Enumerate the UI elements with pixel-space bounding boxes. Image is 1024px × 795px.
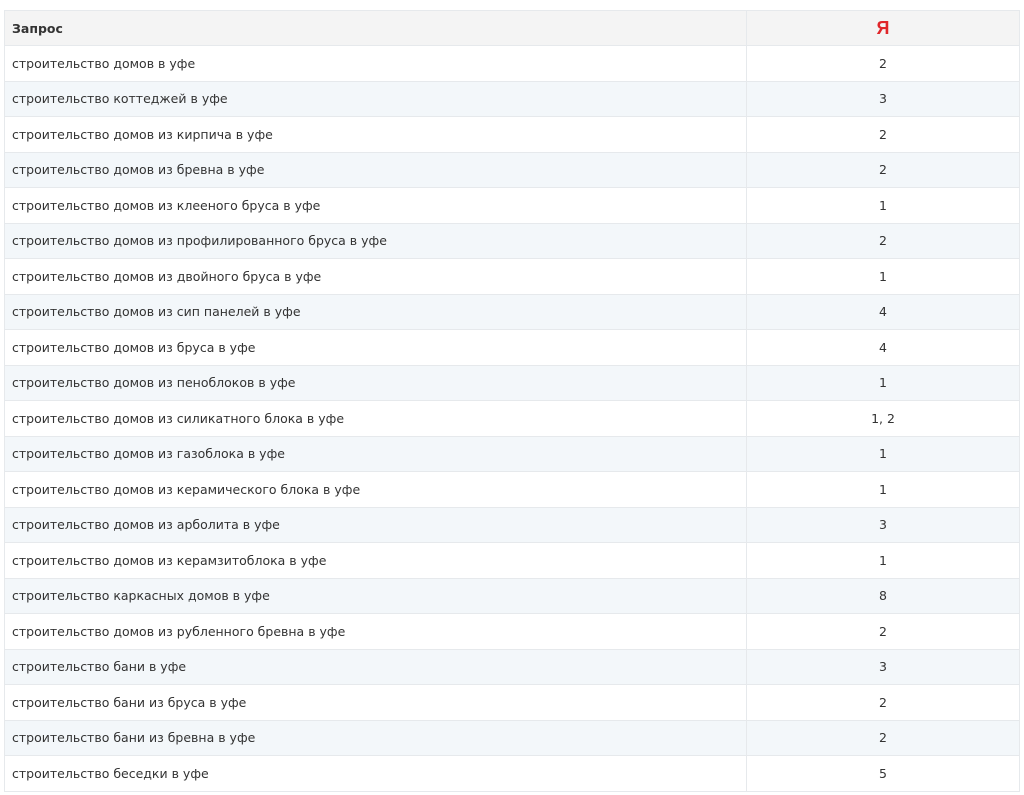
query-cell: строительство бани из бруса в уфе xyxy=(4,684,747,721)
table-row: строительство беседки в уфе 5 xyxy=(4,755,1020,792)
table-row: строительство домов из кирпича в уфе 2 xyxy=(4,116,1020,153)
query-cell: строительство каркасных домов в уфе xyxy=(4,577,747,614)
yandex-position-cell: 2 xyxy=(746,222,1020,259)
table-row: строительство домов из пеноблоков в уфе 1 xyxy=(4,364,1020,401)
query-cell: строительство домов из профилированного … xyxy=(4,222,747,259)
query-cell: строительство домов из сип панелей в уфе xyxy=(4,293,747,330)
yandex-position-cell: 1 xyxy=(746,435,1020,472)
yandex-position-cell: 8 xyxy=(746,577,1020,614)
table-row: строительство домов из керамического бло… xyxy=(4,471,1020,508)
table-row: строительство домов из газоблока в уфе 1 xyxy=(4,435,1020,472)
table-row: строительство домов из рубленного бревна… xyxy=(4,613,1020,650)
query-cell: строительство домов из клееного бруса в … xyxy=(4,187,747,224)
yandex-position-cell: 2 xyxy=(746,684,1020,721)
table-row: строительство домов из сип панелей в уфе… xyxy=(4,293,1020,330)
yandex-position-cell: 1 xyxy=(746,364,1020,401)
yandex-position-cell: 2 xyxy=(746,45,1020,82)
table-row: строительство домов в уфе 2 xyxy=(4,45,1020,82)
table-row: строительство коттеджей в уфе 3 xyxy=(4,80,1020,117)
query-cell: строительство домов из кирпича в уфе xyxy=(4,116,747,153)
table-row: строительство каркасных домов в уфе 8 xyxy=(4,577,1020,614)
query-cell: строительство домов из пеноблоков в уфе xyxy=(4,364,747,401)
query-cell: строительство домов из керамзитоблока в … xyxy=(4,542,747,579)
yandex-position-cell: 1 xyxy=(746,187,1020,224)
table-row: строительство домов из арболита в уфе 3 xyxy=(4,506,1020,543)
query-cell: строительство бани из бревна в уфе xyxy=(4,719,747,756)
table-row: строительство бани из бревна в уфе 2 xyxy=(4,719,1020,756)
query-cell: строительство бани в уфе xyxy=(4,648,747,685)
query-cell: строительство домов в уфе xyxy=(4,45,747,82)
yandex-position-cell: 2 xyxy=(746,719,1020,756)
yandex-position-cell: 5 xyxy=(746,755,1020,792)
yandex-position-cell: 2 xyxy=(746,613,1020,650)
query-cell: строительство домов из керамического бло… xyxy=(4,471,747,508)
yandex-position-cell: 2 xyxy=(746,116,1020,153)
query-cell: строительство домов из силикатного блока… xyxy=(4,400,747,437)
queries-table: Запрос Я строительство домов в уфе 2 строи… xyxy=(4,10,1020,792)
table-row: строительство бани из бруса в уфе 2 xyxy=(4,684,1020,721)
query-cell: строительство беседки в уфе xyxy=(4,755,747,792)
yandex-position-cell: 1 xyxy=(746,542,1020,579)
table-row: строительство домов из силикатного блока… xyxy=(4,400,1020,437)
column-header-yandex[interactable]: Я xyxy=(746,10,1020,46)
query-cell: строительство домов из рубленного бревна… xyxy=(4,613,747,650)
query-cell: строительство домов из газоблока в уфе xyxy=(4,435,747,472)
table-row: строительство домов из двойного бруса в … xyxy=(4,258,1020,295)
query-cell: строительство домов из двойного бруса в … xyxy=(4,258,747,295)
query-cell: строительство домов из бруса в уфе xyxy=(4,329,747,366)
yandex-position-cell: 1, 2 xyxy=(746,400,1020,437)
yandex-position-cell: 1 xyxy=(746,258,1020,295)
table-row: строительство домов из керамзитоблока в … xyxy=(4,542,1020,579)
yandex-position-cell: 4 xyxy=(746,329,1020,366)
table-row: строительство домов из профилированного … xyxy=(4,222,1020,259)
query-cell: строительство домов из бревна в уфе xyxy=(4,151,747,188)
yandex-position-cell: 4 xyxy=(746,293,1020,330)
table-row: строительство домов из бревна в уфе 2 xyxy=(4,151,1020,188)
table-header-row: Запрос Я xyxy=(4,10,1020,46)
yandex-position-cell: 1 xyxy=(746,471,1020,508)
page-edge xyxy=(1020,0,1024,795)
yandex-position-cell: 3 xyxy=(746,506,1020,543)
query-cell: строительство домов из арболита в уфе xyxy=(4,506,747,543)
column-header-query[interactable]: Запрос xyxy=(4,10,747,46)
table-row: строительство бани в уфе 3 xyxy=(4,648,1020,685)
query-cell: строительство коттеджей в уфе xyxy=(4,80,747,117)
table-row: строительство домов из клееного бруса в … xyxy=(4,187,1020,224)
yandex-position-cell: 2 xyxy=(746,151,1020,188)
table-row: строительство домов из бруса в уфе 4 xyxy=(4,329,1020,366)
yandex-position-cell: 3 xyxy=(746,80,1020,117)
yandex-position-cell: 3 xyxy=(746,648,1020,685)
